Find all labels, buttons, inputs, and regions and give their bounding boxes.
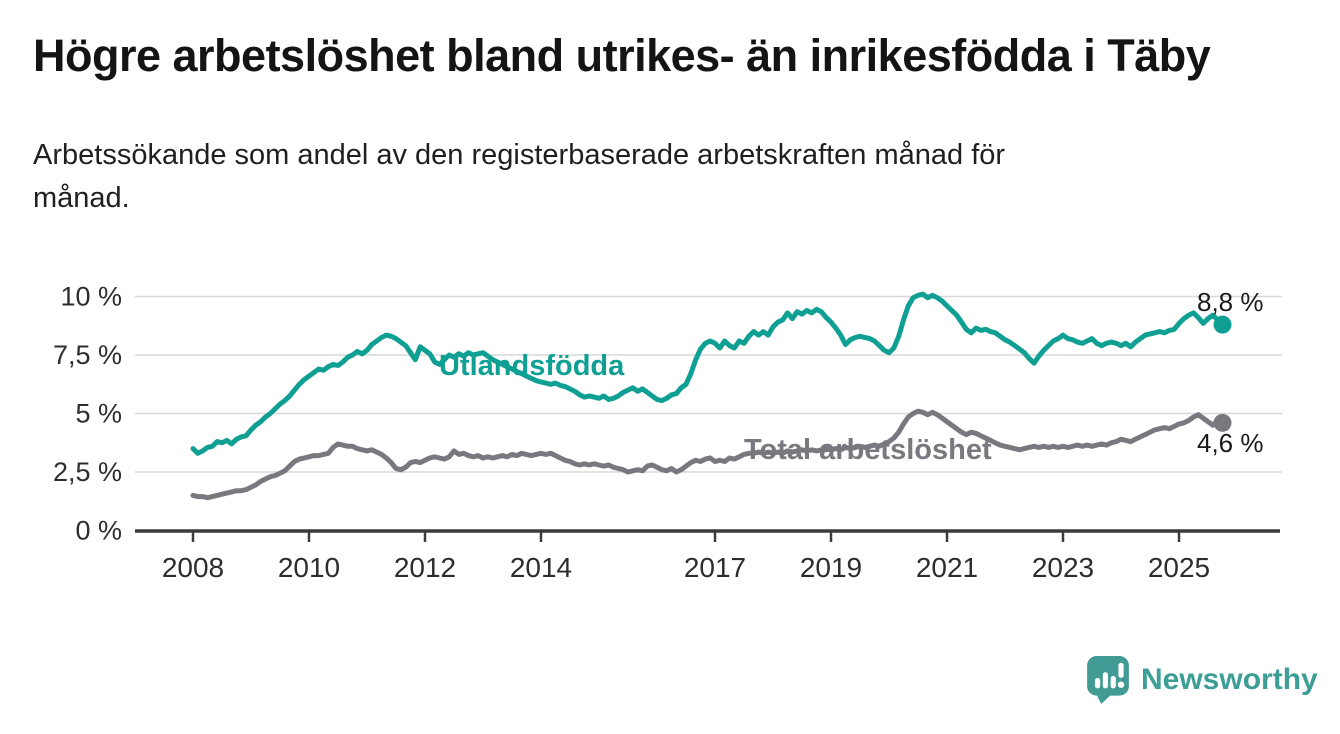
y-tick-label: 0 % <box>75 516 122 546</box>
end-value-label-total-arbetsl-shet: 4,6 % <box>1197 428 1264 458</box>
y-tick-label: 5 % <box>75 399 122 429</box>
page-title: Högre arbetslöshet bland utrikes- än inr… <box>33 30 1211 81</box>
x-tick-label-2017: 2017 <box>684 552 746 583</box>
x-tick-label-2010: 2010 <box>278 552 340 583</box>
y-tick-label: 2,5 % <box>53 457 122 487</box>
x-tick-label-2008: 2008 <box>162 552 224 583</box>
end-dot-utlandsf-dda <box>1213 315 1232 334</box>
end-value-label-utlandsf-dda: 8,8 % <box>1197 287 1264 317</box>
x-tick-label-2025: 2025 <box>1148 552 1210 583</box>
x-tick-label-2019: 2019 <box>800 552 862 583</box>
bar-chart-speech-bubble-icon <box>1087 656 1129 704</box>
newsworthy-logo: Newsworthy <box>1087 656 1318 704</box>
y-tick-label: 7,5 % <box>53 340 122 370</box>
brand-name: Newsworthy <box>1141 663 1318 696</box>
chart-subtitle: Arbetssökande som andel av den registerb… <box>33 134 1253 220</box>
x-tick-label-2012: 2012 <box>394 552 456 583</box>
subtitle-line-1: Arbetssökande som andel av den registerb… <box>33 139 1006 171</box>
end-dot-total-arbetsl-shet <box>1213 413 1232 432</box>
x-tick-label-2014: 2014 <box>510 552 572 583</box>
subtitle-line-2: månad. <box>33 182 130 214</box>
series-line-total-arbetsl-shet <box>190 408 1225 501</box>
series-label-total-arbetsl-shet: Total arbetslöshet <box>744 434 992 466</box>
x-tick-label-2021: 2021 <box>916 552 978 583</box>
series-label-utlandsf-dda: Utlandsfödda <box>439 350 625 382</box>
y-tick-label: 10 % <box>60 282 122 312</box>
x-tick-label-2023: 2023 <box>1032 552 1094 583</box>
series-line-utlandsf-dda <box>190 291 1225 456</box>
